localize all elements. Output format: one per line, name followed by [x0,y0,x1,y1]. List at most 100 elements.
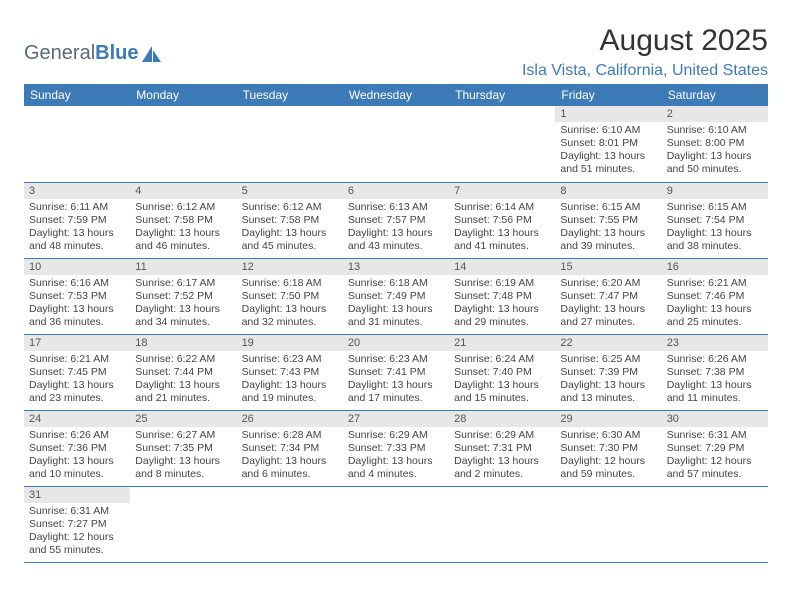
day-info: Sunrise: 6:29 AMSunset: 7:31 PMDaylight:… [449,427,555,486]
day-number: 3 [24,183,130,199]
calendar-cell: 27Sunrise: 6:29 AMSunset: 7:33 PMDayligh… [343,410,449,486]
day-info: Sunrise: 6:18 AMSunset: 7:49 PMDaylight:… [343,275,449,334]
calendar-cell: 1Sunrise: 6:10 AMSunset: 8:01 PMDaylight… [555,106,661,182]
calendar-cell: 12Sunrise: 6:18 AMSunset: 7:50 PMDayligh… [237,258,343,334]
day-info: Sunrise: 6:10 AMSunset: 8:00 PMDaylight:… [662,122,768,181]
day-number: 16 [662,259,768,275]
title-block: August 2025 Isla Vista, California, Unit… [522,24,768,80]
calendar-cell: 23Sunrise: 6:26 AMSunset: 7:38 PMDayligh… [662,334,768,410]
header: GeneralBlue August 2025 Isla Vista, Cali… [24,24,768,80]
day-info: Sunrise: 6:23 AMSunset: 7:43 PMDaylight:… [237,351,343,410]
calendar-cell: 19Sunrise: 6:23 AMSunset: 7:43 PMDayligh… [237,334,343,410]
day-info: Sunrise: 6:30 AMSunset: 7:30 PMDaylight:… [555,427,661,486]
calendar-cell: 21Sunrise: 6:24 AMSunset: 7:40 PMDayligh… [449,334,555,410]
calendar-cell: 7Sunrise: 6:14 AMSunset: 7:56 PMDaylight… [449,182,555,258]
calendar-cell: 30Sunrise: 6:31 AMSunset: 7:29 PMDayligh… [662,410,768,486]
day-number: 21 [449,335,555,351]
calendar-cell: 25Sunrise: 6:27 AMSunset: 7:35 PMDayligh… [130,410,236,486]
day-number: 12 [237,259,343,275]
day-number: 2 [662,106,768,122]
calendar-cell-empty [130,106,236,182]
day-info: Sunrise: 6:21 AMSunset: 7:45 PMDaylight:… [24,351,130,410]
calendar-cell: 20Sunrise: 6:23 AMSunset: 7:41 PMDayligh… [343,334,449,410]
calendar-row: 3Sunrise: 6:11 AMSunset: 7:59 PMDaylight… [24,182,768,258]
calendar-cell: 17Sunrise: 6:21 AMSunset: 7:45 PMDayligh… [24,334,130,410]
day-info: Sunrise: 6:22 AMSunset: 7:44 PMDaylight:… [130,351,236,410]
day-header: Monday [130,84,236,106]
calendar-head: SundayMondayTuesdayWednesdayThursdayFrid… [24,84,768,106]
calendar-cell-empty [449,486,555,562]
calendar-cell-empty [449,106,555,182]
day-number: 1 [555,106,661,122]
calendar-row: 1Sunrise: 6:10 AMSunset: 8:01 PMDaylight… [24,106,768,182]
day-number: 9 [662,183,768,199]
day-header: Saturday [662,84,768,106]
calendar-cell-empty [343,486,449,562]
calendar-row: 24Sunrise: 6:26 AMSunset: 7:36 PMDayligh… [24,410,768,486]
day-number: 25 [130,411,236,427]
day-number: 10 [24,259,130,275]
day-info: Sunrise: 6:15 AMSunset: 7:55 PMDaylight:… [555,199,661,258]
day-info: Sunrise: 6:19 AMSunset: 7:48 PMDaylight:… [449,275,555,334]
calendar-row: 31Sunrise: 6:31 AMSunset: 7:27 PMDayligh… [24,486,768,562]
calendar-cell: 14Sunrise: 6:19 AMSunset: 7:48 PMDayligh… [449,258,555,334]
calendar-cell-empty [237,486,343,562]
day-number: 6 [343,183,449,199]
day-info: Sunrise: 6:21 AMSunset: 7:46 PMDaylight:… [662,275,768,334]
day-info: Sunrise: 6:12 AMSunset: 7:58 PMDaylight:… [130,199,236,258]
day-number: 20 [343,335,449,351]
day-info: Sunrise: 6:25 AMSunset: 7:39 PMDaylight:… [555,351,661,410]
day-number: 29 [555,411,661,427]
day-number: 27 [343,411,449,427]
calendar-cell-empty [130,486,236,562]
day-info: Sunrise: 6:17 AMSunset: 7:52 PMDaylight:… [130,275,236,334]
calendar-cell-empty [24,106,130,182]
calendar-cell: 26Sunrise: 6:28 AMSunset: 7:34 PMDayligh… [237,410,343,486]
day-number: 30 [662,411,768,427]
day-header: Thursday [449,84,555,106]
logo: GeneralBlue [24,42,163,65]
calendar-cell: 29Sunrise: 6:30 AMSunset: 7:30 PMDayligh… [555,410,661,486]
day-number: 22 [555,335,661,351]
calendar-cell: 18Sunrise: 6:22 AMSunset: 7:44 PMDayligh… [130,334,236,410]
calendar-row: 17Sunrise: 6:21 AMSunset: 7:45 PMDayligh… [24,334,768,410]
day-number: 5 [237,183,343,199]
day-info: Sunrise: 6:31 AMSunset: 7:27 PMDaylight:… [24,503,130,562]
calendar-cell: 9Sunrise: 6:15 AMSunset: 7:54 PMDaylight… [662,182,768,258]
day-header: Wednesday [343,84,449,106]
day-info: Sunrise: 6:28 AMSunset: 7:34 PMDaylight:… [237,427,343,486]
calendar-cell: 2Sunrise: 6:10 AMSunset: 8:00 PMDaylight… [662,106,768,182]
day-info: Sunrise: 6:12 AMSunset: 7:58 PMDaylight:… [237,199,343,258]
calendar-body: 1Sunrise: 6:10 AMSunset: 8:01 PMDaylight… [24,106,768,562]
day-info: Sunrise: 6:18 AMSunset: 7:50 PMDaylight:… [237,275,343,334]
day-info: Sunrise: 6:13 AMSunset: 7:57 PMDaylight:… [343,199,449,258]
day-info: Sunrise: 6:26 AMSunset: 7:38 PMDaylight:… [662,351,768,410]
day-number: 23 [662,335,768,351]
logo-text-general: General [24,42,95,65]
day-info: Sunrise: 6:15 AMSunset: 7:54 PMDaylight:… [662,199,768,258]
day-number: 17 [24,335,130,351]
location: Isla Vista, California, United States [522,62,768,80]
calendar-cell: 16Sunrise: 6:21 AMSunset: 7:46 PMDayligh… [662,258,768,334]
day-info: Sunrise: 6:20 AMSunset: 7:47 PMDaylight:… [555,275,661,334]
calendar-cell: 3Sunrise: 6:11 AMSunset: 7:59 PMDaylight… [24,182,130,258]
day-number: 8 [555,183,661,199]
calendar-cell: 13Sunrise: 6:18 AMSunset: 7:49 PMDayligh… [343,258,449,334]
day-info: Sunrise: 6:27 AMSunset: 7:35 PMDaylight:… [130,427,236,486]
day-info: Sunrise: 6:26 AMSunset: 7:36 PMDaylight:… [24,427,130,486]
day-number: 13 [343,259,449,275]
day-number: 18 [130,335,236,351]
day-header: Friday [555,84,661,106]
calendar-cell: 22Sunrise: 6:25 AMSunset: 7:39 PMDayligh… [555,334,661,410]
day-number: 7 [449,183,555,199]
day-info: Sunrise: 6:16 AMSunset: 7:53 PMDaylight:… [24,275,130,334]
calendar-row: 10Sunrise: 6:16 AMSunset: 7:53 PMDayligh… [24,258,768,334]
calendar-cell: 4Sunrise: 6:12 AMSunset: 7:58 PMDaylight… [130,182,236,258]
day-number: 31 [24,487,130,503]
calendar-cell: 24Sunrise: 6:26 AMSunset: 7:36 PMDayligh… [24,410,130,486]
day-number: 14 [449,259,555,275]
day-number: 11 [130,259,236,275]
day-number: 4 [130,183,236,199]
calendar-cell: 11Sunrise: 6:17 AMSunset: 7:52 PMDayligh… [130,258,236,334]
day-info: Sunrise: 6:31 AMSunset: 7:29 PMDaylight:… [662,427,768,486]
